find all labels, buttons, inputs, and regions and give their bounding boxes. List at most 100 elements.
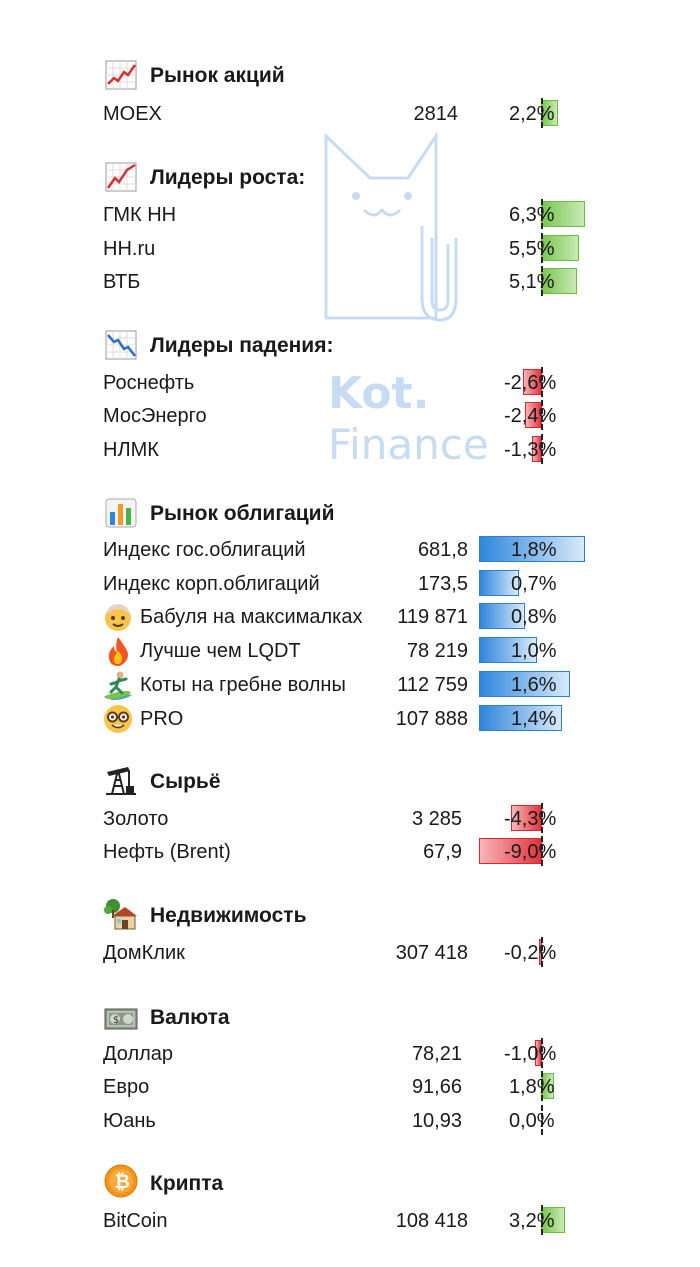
banknote-icon: $ bbox=[104, 1000, 138, 1032]
table-row: ДомКлик 307 418 -0,2% bbox=[0, 935, 700, 969]
table-row: Коты на гребне волны 112 759 1,6% bbox=[0, 667, 700, 701]
table-row: НЛМК -1,3% bbox=[0, 432, 700, 466]
row-name: Роснефть bbox=[103, 372, 195, 394]
table-row: ГМК НН 6,3% bbox=[0, 197, 700, 231]
row-change: 0,8% bbox=[511, 606, 557, 628]
row-name: Лучше чем LQDT bbox=[140, 640, 301, 662]
row-name: ДомКлик bbox=[103, 942, 185, 964]
row-value: 112 759 bbox=[397, 674, 468, 696]
row-value: 91,66 bbox=[411, 1076, 462, 1098]
change-bar bbox=[541, 235, 579, 261]
table-row: Золото 3 285 -4,3% bbox=[0, 801, 700, 835]
house-icon bbox=[104, 898, 138, 930]
zero-axis bbox=[541, 937, 543, 967]
row-change: 1,0% bbox=[511, 640, 557, 662]
change-bar bbox=[479, 536, 585, 562]
row-name: BitCoin bbox=[103, 1210, 168, 1232]
row-name: ВТБ bbox=[103, 271, 141, 293]
zero-axis bbox=[541, 1071, 543, 1101]
change-bar bbox=[479, 570, 519, 596]
row-name: Индекс гос.облигаций bbox=[103, 539, 306, 561]
row-value: 2814 bbox=[413, 103, 459, 125]
row-name: НЛМК bbox=[103, 439, 159, 461]
row-value: 10,93 bbox=[411, 1110, 462, 1132]
section-gainers-title: Лидеры роста: bbox=[150, 166, 306, 189]
bar-chart-icon bbox=[104, 496, 138, 528]
section-currency-title: Валюта bbox=[150, 1006, 230, 1029]
table-row: PRO 107 888 1,4% bbox=[0, 701, 700, 735]
svg-text:$: $ bbox=[113, 1015, 119, 1026]
zero-axis bbox=[541, 233, 543, 263]
row-name: Евро bbox=[103, 1076, 150, 1098]
row-change: -9,0% bbox=[504, 841, 557, 863]
svg-text:₿: ₿ bbox=[115, 1171, 130, 1193]
change-bar bbox=[479, 705, 562, 731]
row-value: 3 285 bbox=[411, 808, 462, 830]
row-change: 3,2% bbox=[509, 1210, 555, 1232]
row-change: 1,8% bbox=[509, 1076, 555, 1098]
surfer-icon bbox=[102, 669, 134, 701]
row-change: 5,5% bbox=[509, 238, 555, 260]
grandma-icon bbox=[102, 601, 134, 633]
row-change: 0,7% bbox=[511, 573, 557, 595]
row-name: Золото bbox=[103, 808, 169, 830]
change-bar bbox=[479, 603, 525, 629]
row-value: 307 418 bbox=[395, 942, 468, 964]
table-row: BitCoin 108 418 3,2% bbox=[0, 1203, 700, 1237]
change-bar bbox=[511, 805, 542, 831]
table-row: Бабуля на максималках 119 871 0,8% bbox=[0, 599, 700, 633]
row-name: PRO bbox=[140, 708, 184, 730]
section-losers-header: Лидеры падения: bbox=[104, 326, 333, 360]
row-value: 108 418 bbox=[395, 1210, 468, 1232]
row-name: Индекс корп.облигаций bbox=[103, 573, 320, 595]
section-commodities-header: Сырьё bbox=[104, 762, 221, 796]
row-change: 1,4% bbox=[511, 708, 557, 730]
zero-axis bbox=[541, 266, 543, 296]
row-name: Коты на гребне волны bbox=[140, 674, 346, 696]
section-crypto-title: Крипта bbox=[150, 1172, 224, 1195]
chart-up-icon bbox=[104, 58, 138, 90]
table-row: ВТБ 5,1% bbox=[0, 264, 700, 298]
row-value: 173,5 bbox=[417, 573, 468, 595]
fire-icon bbox=[102, 635, 134, 667]
row-name: HH.ru bbox=[103, 238, 156, 260]
row-value: 78 219 bbox=[406, 640, 468, 662]
section-gainers-header: Лидеры роста: bbox=[104, 158, 305, 192]
table-row: Индекс гос.облигаций 681,8 1,8% bbox=[0, 532, 700, 566]
row-value: 107 888 bbox=[395, 708, 468, 730]
table-row: Юань 10,93 0,0% bbox=[0, 1103, 700, 1137]
row-name: Доллар bbox=[103, 1043, 174, 1065]
section-bonds-header: Рынок облигаций bbox=[104, 494, 334, 528]
section-crypto-header: ₿ Крипта bbox=[104, 1164, 223, 1198]
table-row: Евро 91,66 1,8% bbox=[0, 1069, 700, 1103]
row-name: Нефть (Brent) bbox=[103, 841, 231, 863]
section-losers-title: Лидеры падения: bbox=[150, 334, 334, 357]
zero-axis bbox=[541, 367, 543, 397]
zero-axis bbox=[541, 1105, 543, 1135]
table-row: Нефть (Brent) 67,9 -9,0% bbox=[0, 834, 700, 868]
change-bar bbox=[479, 671, 570, 697]
row-change: 6,3% bbox=[509, 204, 555, 226]
row-change: 5,1% bbox=[509, 271, 555, 293]
row-change: 1,8% bbox=[511, 539, 557, 561]
row-change: -1,3% bbox=[504, 439, 557, 461]
change-bar bbox=[479, 838, 542, 864]
row-change: -0,2% bbox=[504, 942, 557, 964]
row-change: -2,4% bbox=[504, 405, 557, 427]
zero-axis bbox=[541, 836, 543, 866]
zero-axis bbox=[541, 1038, 543, 1068]
row-value: 681,8 bbox=[417, 539, 468, 561]
row-value: 78,21 bbox=[411, 1043, 462, 1065]
zero-axis bbox=[541, 434, 543, 464]
section-commodities-title: Сырьё bbox=[150, 770, 221, 793]
chart-down-icon bbox=[104, 328, 138, 360]
change-bar bbox=[479, 637, 537, 663]
zero-axis bbox=[541, 400, 543, 430]
section-realty-title: Недвижимость bbox=[150, 904, 307, 927]
table-row: Индекс корп.облигаций 173,5 0,7% bbox=[0, 566, 700, 600]
table-row: МосЭнерго -2,4% bbox=[0, 398, 700, 432]
row-name: Юань bbox=[103, 1110, 156, 1132]
table-row: MOEX 2814 2,2% bbox=[0, 96, 700, 130]
section-bonds-title: Рынок облигаций bbox=[150, 502, 335, 525]
trend-up-icon bbox=[104, 160, 138, 192]
